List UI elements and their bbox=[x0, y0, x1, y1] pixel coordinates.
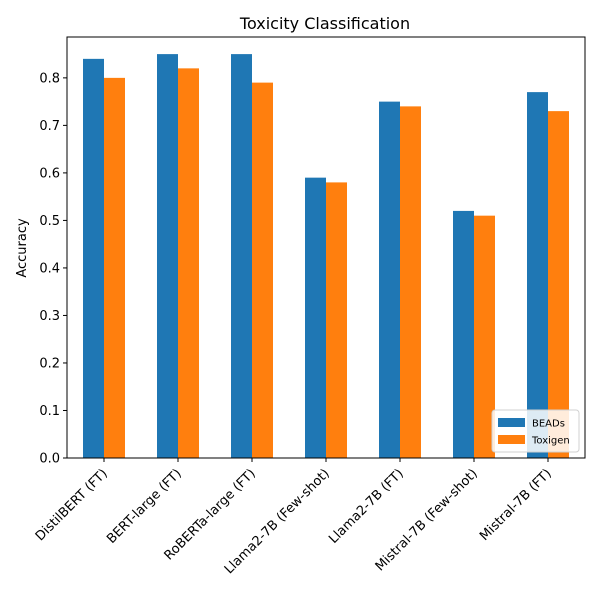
bar-toxigen-5 bbox=[474, 215, 495, 458]
x-tick-label: Llama2-7B (FT) bbox=[326, 466, 407, 547]
y-tick-label: 0.8 bbox=[39, 71, 60, 86]
chart-title: Toxicity Classification bbox=[239, 14, 410, 33]
y-tick-label: 0.6 bbox=[39, 166, 60, 181]
y-tick-label: 0.3 bbox=[39, 309, 60, 324]
plot-frame bbox=[66, 36, 586, 459]
bar-toxigen-4 bbox=[400, 106, 421, 458]
bar-beads-4 bbox=[379, 101, 400, 459]
legend-label-beads: BEADs bbox=[532, 419, 565, 430]
y-tick-label: 0.7 bbox=[39, 119, 60, 134]
x-tick-label: BERT-large (FT) bbox=[104, 466, 185, 547]
legend-label-toxigen: Toxigen bbox=[531, 436, 570, 447]
x-tick-label: DistilBERT (FT) bbox=[33, 466, 111, 544]
bar-beads-1 bbox=[157, 54, 178, 459]
bar-toxigen-2 bbox=[252, 82, 273, 459]
x-axis: DistilBERT (FT)BERT-large (FT)RoBERTa-la… bbox=[33, 458, 555, 577]
legend-swatch-toxigen bbox=[498, 435, 525, 444]
bar-beads-6 bbox=[527, 92, 548, 459]
legend-swatch-beads bbox=[498, 418, 525, 427]
bar-beads-3 bbox=[305, 177, 326, 458]
x-tick-label: Mistral-7B (FT) bbox=[477, 466, 555, 544]
bar-toxigen-6 bbox=[548, 111, 569, 459]
y-tick-label: 0.1 bbox=[39, 404, 60, 419]
y-axis-title: Accuracy bbox=[15, 218, 30, 278]
bar-beads-2 bbox=[231, 54, 252, 459]
bar-toxigen-1 bbox=[178, 68, 199, 458]
y-tick-label: 0.5 bbox=[39, 214, 60, 229]
bar-beads-0 bbox=[83, 58, 104, 458]
legend: BEADs Toxigen bbox=[491, 409, 580, 453]
y-tick-label: 0.0 bbox=[39, 452, 60, 467]
y-tick-label: 0.4 bbox=[39, 261, 60, 276]
y-axis: 0.0 0.1 0.2 0.3 0.4 0.5 0.6 0.7 0.8 bbox=[39, 71, 67, 467]
bar-beads-5 bbox=[453, 210, 474, 458]
y-tick-label: 0.2 bbox=[39, 356, 60, 371]
bars-group bbox=[83, 54, 569, 459]
bar-toxigen-0 bbox=[104, 77, 125, 458]
bar-toxigen-3 bbox=[326, 182, 347, 459]
